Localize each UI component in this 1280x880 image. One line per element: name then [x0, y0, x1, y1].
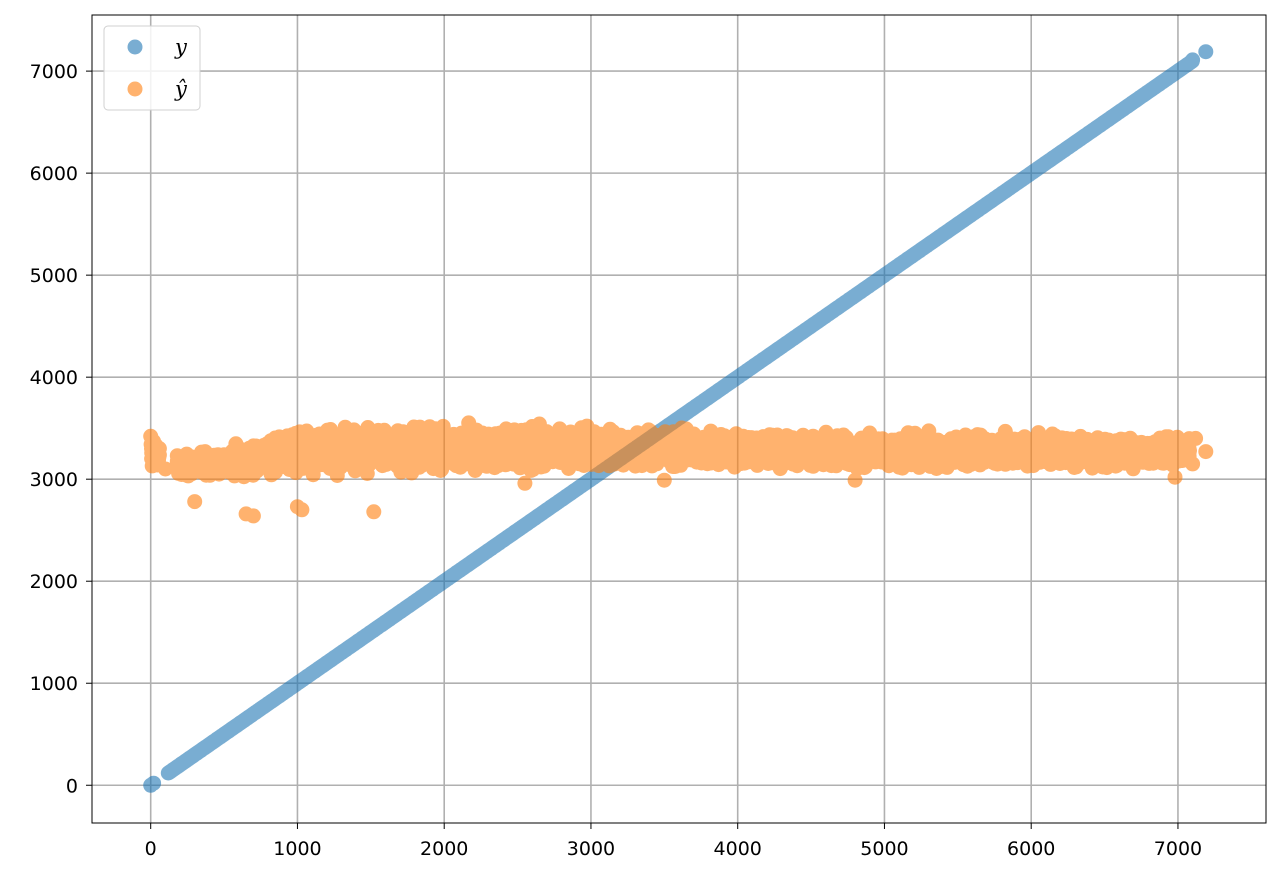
legend-label-yhat: ŷ — [174, 77, 188, 101]
legend-marker-y — [127, 39, 143, 55]
x-tick-label: 3000 — [567, 838, 615, 860]
legend-marker-yhat — [127, 81, 143, 97]
legend: yŷ — [103, 25, 201, 111]
y-tick-label: 7000 — [30, 61, 78, 83]
y-tick-label: 1000 — [30, 673, 78, 695]
tick-marks: 0 1000 2000 3000 4000 5000 6000 7000 0 1000 2000 30… — [30, 61, 1202, 860]
axes-frame — [91, 14, 1267, 824]
y-tick-label: 6000 — [30, 163, 78, 185]
x-tick-label: 4000 — [714, 838, 762, 860]
series-yhat — [143, 415, 1214, 524]
x-tick-label: 5000 — [860, 838, 908, 860]
y-tick-label: 5000 — [30, 265, 78, 287]
x-tick-label: 1000 — [273, 838, 321, 860]
series-y-points — [143, 44, 1214, 793]
grid-lines — [92, 15, 1266, 823]
legend-label-y: y — [174, 35, 188, 59]
y-tick-label: 4000 — [30, 367, 78, 389]
y-tick-label: 0 — [66, 775, 78, 797]
x-tick-label: 0 — [145, 838, 157, 860]
series-y — [143, 44, 1214, 793]
y-tick-label: 2000 — [30, 571, 78, 593]
series-yhat-points — [143, 415, 1214, 524]
x-tick-label: 6000 — [1007, 838, 1055, 860]
x-tick-label: 2000 — [420, 838, 468, 860]
plot-series — [143, 44, 1214, 793]
y-tick-label: 3000 — [30, 469, 78, 491]
x-tick-label: 7000 — [1154, 838, 1202, 860]
